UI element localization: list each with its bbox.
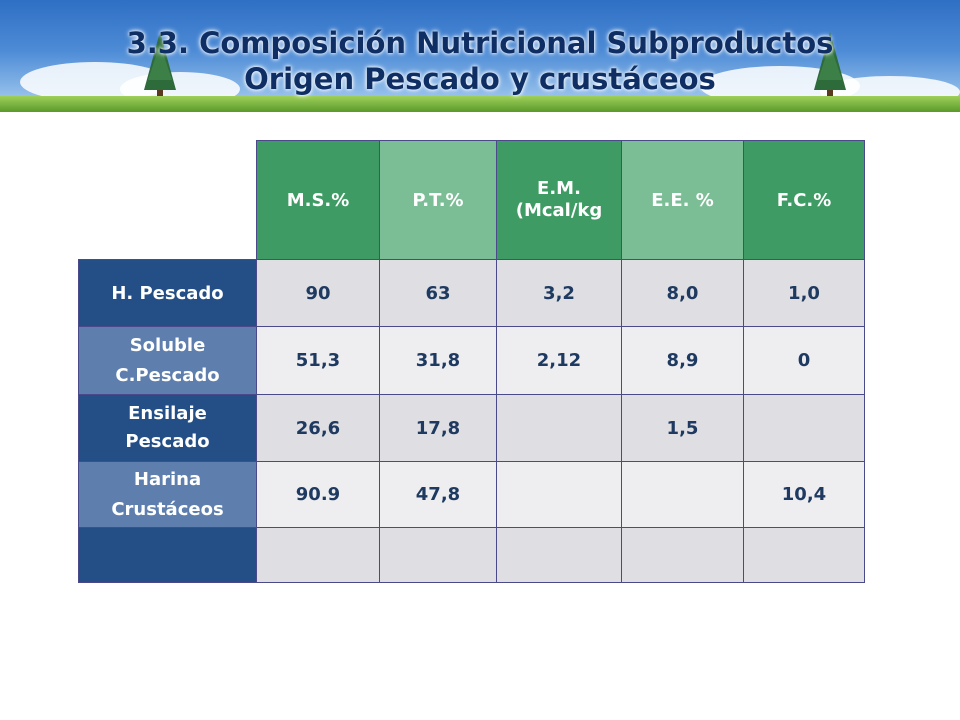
title-line-2: Origen Pescado y crustáceos: [244, 62, 716, 96]
column-header: P.T.%: [379, 140, 497, 260]
row-label: Soluble C.Pescado: [78, 326, 257, 395]
table-cell: [256, 527, 380, 583]
table-cell: 3,2: [496, 259, 622, 327]
table-cell: [743, 527, 865, 583]
table-cell: 0: [743, 326, 865, 395]
column-header: M.S.%: [256, 140, 380, 260]
row-label: H. Pescado: [78, 259, 257, 327]
table-cell: 2,12: [496, 326, 622, 395]
row-label: [78, 527, 257, 583]
table-cell: 1,0: [743, 259, 865, 327]
nutrition-table: M.S.% P.T.% E.M. (Mcal/kg E.E. % F.C.% H…: [78, 140, 865, 583]
table-row: [78, 527, 865, 583]
table-cell: 51,3: [256, 326, 380, 395]
table-cell: 26,6: [256, 394, 380, 462]
table-cell: 90.9: [256, 461, 380, 528]
row-label: Harina Crustáceos: [78, 461, 257, 528]
table-cell: 63: [379, 259, 497, 327]
grass-decoration: [0, 96, 960, 112]
table-cell: [743, 394, 865, 462]
header-banner: [0, 0, 960, 112]
table-row: Ensilaje Pescado 26,6 17,8 1,5: [78, 394, 865, 462]
slide-title: 3.3. Composición Nutricional Subproducto…: [0, 25, 960, 97]
table-cell: [496, 461, 622, 528]
table-header-row: M.S.% P.T.% E.M. (Mcal/kg E.E. % F.C.%: [78, 140, 865, 260]
table-corner: [78, 140, 257, 260]
column-header: E.E. %: [621, 140, 744, 260]
table-cell: [621, 527, 744, 583]
table-cell: 31,8: [379, 326, 497, 395]
column-header: F.C.%: [743, 140, 865, 260]
row-label: Ensilaje Pescado: [78, 394, 257, 462]
column-header: E.M. (Mcal/kg: [496, 140, 622, 260]
table-cell: 90: [256, 259, 380, 327]
table-cell: 47,8: [379, 461, 497, 528]
table-cell: 17,8: [379, 394, 497, 462]
table-cell: 8,9: [621, 326, 744, 395]
table-row: Harina Crustáceos 90.9 47,8 10,4: [78, 461, 865, 528]
table-cell: [379, 527, 497, 583]
table-cell: [496, 527, 622, 583]
table-row: H. Pescado 90 63 3,2 8,0 1,0: [78, 259, 865, 327]
table-cell: 10,4: [743, 461, 865, 528]
table-cell: 8,0: [621, 259, 744, 327]
table-cell: [496, 394, 622, 462]
title-line-1: 3.3. Composición Nutricional Subproducto…: [126, 26, 834, 60]
table-cell: [621, 461, 744, 528]
table-cell: 1,5: [621, 394, 744, 462]
table-row: Soluble C.Pescado 51,3 31,8 2,12 8,9 0: [78, 326, 865, 395]
